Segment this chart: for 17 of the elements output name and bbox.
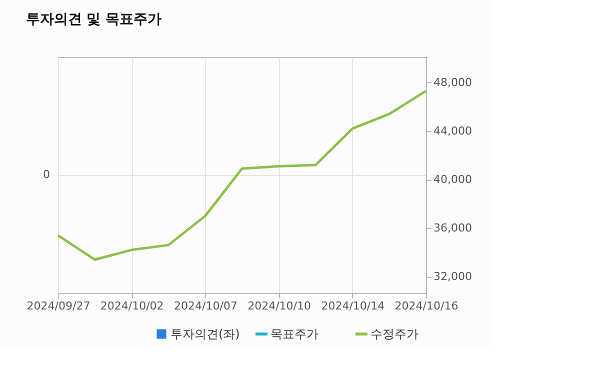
y2-tick-label: 48,000 [434, 76, 472, 89]
y2-tick-label: 36,000 [434, 222, 472, 235]
y2-tick-label: 44,000 [434, 124, 472, 138]
legend-label: 목표주가 [270, 327, 318, 341]
y2-tick-label: 32,000 [434, 270, 472, 284]
x-tick-label: 2024/10/14 [321, 300, 385, 312]
x-tick-label: 2024/09/27 [26, 300, 90, 312]
x-tick-label: 2024/10/02 [100, 300, 164, 312]
y2-tick-label: 40,000 [434, 173, 472, 186]
x-tick-label: 2024/10/07 [174, 300, 238, 312]
text: 0 [43, 168, 50, 181]
x-tick-label: 2024/10/10 [248, 300, 312, 312]
chart-title: 투자의견 및 목표주가 [26, 12, 162, 28]
legend-label: 투자의견(좌) [170, 327, 240, 341]
x-tick-label: 2024/10/16 [394, 300, 458, 312]
legend-label: 수정주가 [370, 327, 418, 341]
line-series [56, 90, 428, 261]
